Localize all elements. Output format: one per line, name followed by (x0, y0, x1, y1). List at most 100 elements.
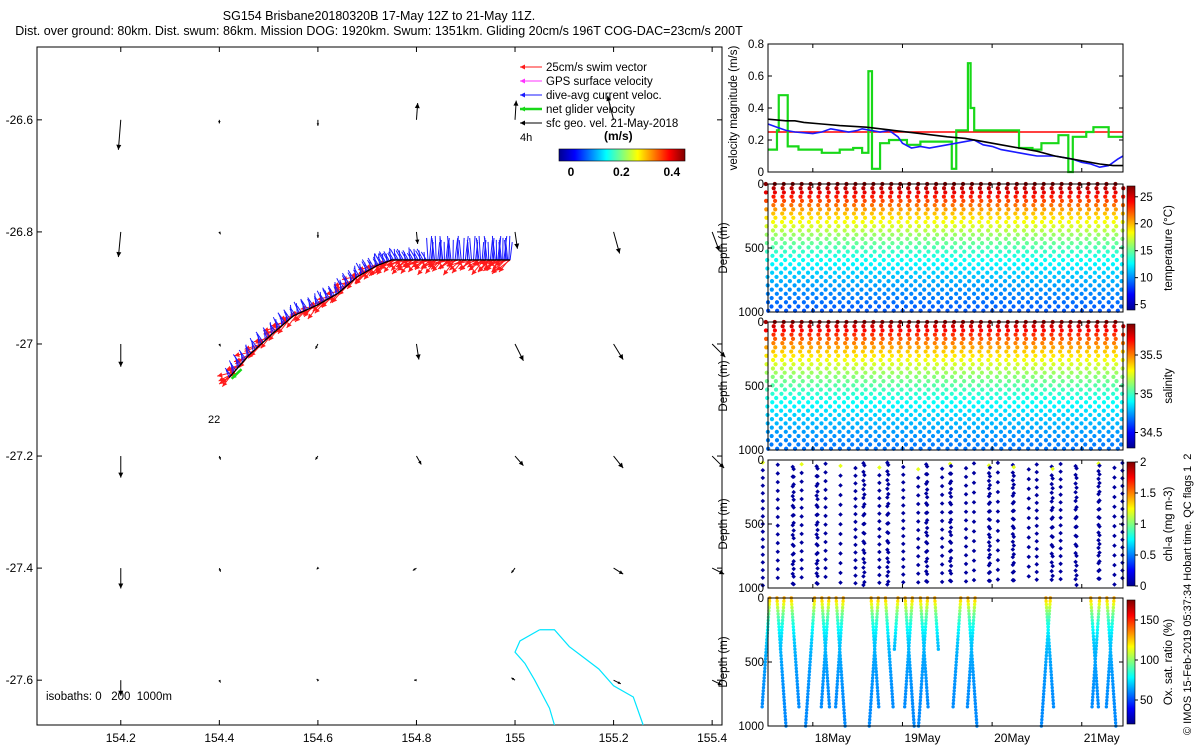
salinity-sample-point (907, 328, 912, 333)
swim-vector-arrow-head (395, 262, 402, 267)
salinity-sample-point (1069, 387, 1074, 392)
oxygen-sample-point (1091, 695, 1095, 699)
oxygen-sample-point (887, 644, 891, 648)
salinity-sample-point (943, 345, 948, 350)
salinity-sample-point (864, 429, 869, 434)
oxygen-sample-point (1044, 660, 1048, 664)
geo-velocity-arrow-head (316, 235, 320, 238)
temperature-sample-point (913, 287, 918, 292)
temperature-sample-point (842, 253, 847, 258)
temperature-sample-point (886, 287, 891, 292)
oxygen-sample-point (873, 637, 878, 642)
salinity-sample-point (1034, 429, 1039, 434)
oxygen-sample-point (1111, 679, 1115, 683)
oxygen-sample-point (1094, 679, 1099, 683)
temperature-sample-point (980, 257, 985, 263)
salinity-sample-point (952, 362, 957, 367)
oxygen-sample-point (958, 602, 962, 607)
chla-sample-point (853, 488, 858, 494)
salinity-sample-point (1069, 395, 1075, 401)
oxygen-sample-point (836, 625, 840, 629)
legend-label-sfc_geo: sfc geo. vel. 21-May-2018 (546, 118, 678, 130)
oxygen-sample-point (1111, 685, 1115, 690)
oxygen-sample-point (820, 602, 824, 607)
temperature-sample-point (1015, 207, 1020, 212)
salinity-sample-point (1092, 400, 1098, 405)
panel-oxygen-data (760, 596, 1118, 728)
temperature-sample-point (923, 211, 928, 216)
temperature-sample-point (791, 241, 796, 246)
salinity-sample-point (1059, 336, 1065, 341)
swim-vector-arrow-head (473, 261, 479, 267)
oxygen-sample-point (885, 621, 889, 626)
chla-sample-point (861, 556, 866, 562)
chla-sample-point (1026, 515, 1032, 521)
temperature-sample-point (877, 270, 882, 275)
temperature-sample-point (1015, 198, 1020, 203)
salinity-sample-point (958, 408, 963, 413)
salinity-sample-point (925, 353, 930, 358)
geo-velocity-arrow-head (316, 123, 320, 126)
oxygen-sample-point (1049, 673, 1054, 677)
chla-sample-point (877, 503, 882, 509)
temperature-sample-point (809, 232, 814, 237)
temperature-sample-point (985, 228, 991, 233)
salinity-sample-point (1052, 412, 1057, 418)
oxygen-sample-point (955, 647, 959, 651)
oxygen-sample-point (936, 647, 941, 651)
temperature-sample-point (970, 241, 976, 246)
temperature-sample-point (789, 203, 794, 208)
chla-sample-point (924, 471, 930, 477)
oxygen-sample-point (834, 701, 838, 706)
oxygen-sample-point (892, 644, 897, 648)
salinity-sample-point (944, 379, 949, 384)
salinity-sample-point (770, 357, 776, 363)
chla-sample-point (775, 575, 781, 581)
chla-sample-point (948, 463, 954, 469)
oxygen-sample-point (824, 634, 828, 639)
geo-velocity-arrow-head (511, 570, 514, 573)
temperature-sample-point (791, 224, 796, 229)
temperature-sample-point (1075, 236, 1080, 242)
oxygen-sample-point (779, 657, 783, 661)
chla-sample-point (799, 514, 804, 519)
chla-sample-point (995, 509, 1001, 514)
salinity-sample-point (796, 408, 802, 413)
temperature-sample-point (828, 283, 833, 288)
salinity-sample-point (1076, 341, 1081, 346)
chla-sample-point (939, 579, 945, 585)
oxygen-sample-point (1043, 669, 1047, 674)
salinity-sample-point (788, 374, 793, 380)
salinity-sample-point (805, 425, 810, 430)
geo-velocity-arrow-head (606, 95, 612, 102)
temperature-sample-point (1034, 300, 1040, 305)
temperature-sample-point (1056, 270, 1062, 275)
oxygen-sample-point (826, 605, 830, 610)
chla-sample-point (877, 542, 882, 547)
temperature-sample-point (1060, 249, 1065, 254)
salinity-sample-point (959, 349, 964, 354)
chla-sample-point (986, 540, 992, 545)
temperature-sample-point (1096, 224, 1101, 229)
oxygen-sample-point (936, 641, 940, 645)
chla-sample-point (1112, 514, 1117, 519)
temperature-sample-point (925, 190, 930, 195)
panel-chla-colorbar-tick-label: 1 (1140, 519, 1146, 531)
salinity-sample-point (837, 438, 842, 443)
chla-sample-point (799, 540, 804, 545)
legend-arrow-swim_vector-head (520, 64, 525, 70)
panel-chla-colorbar-tick-label: 0.5 (1140, 550, 1156, 562)
oxygen-sample-point (796, 695, 800, 699)
salinity-sample-point (1015, 387, 1021, 392)
oxygen-sample-point (924, 682, 929, 687)
temperature-sample-point (1111, 245, 1116, 250)
salinity-sample-point (994, 366, 1000, 371)
chla-sample-point (886, 501, 891, 507)
oxygen-sample-point (912, 717, 916, 722)
chla-sample-point (915, 510, 921, 515)
oxygen-sample-point (972, 689, 977, 693)
oxygen-sample-point (1040, 717, 1044, 722)
salinity-sample-point (977, 349, 982, 354)
temperature-sample-point (836, 215, 841, 220)
swim-vector-arrow-head (435, 259, 442, 265)
